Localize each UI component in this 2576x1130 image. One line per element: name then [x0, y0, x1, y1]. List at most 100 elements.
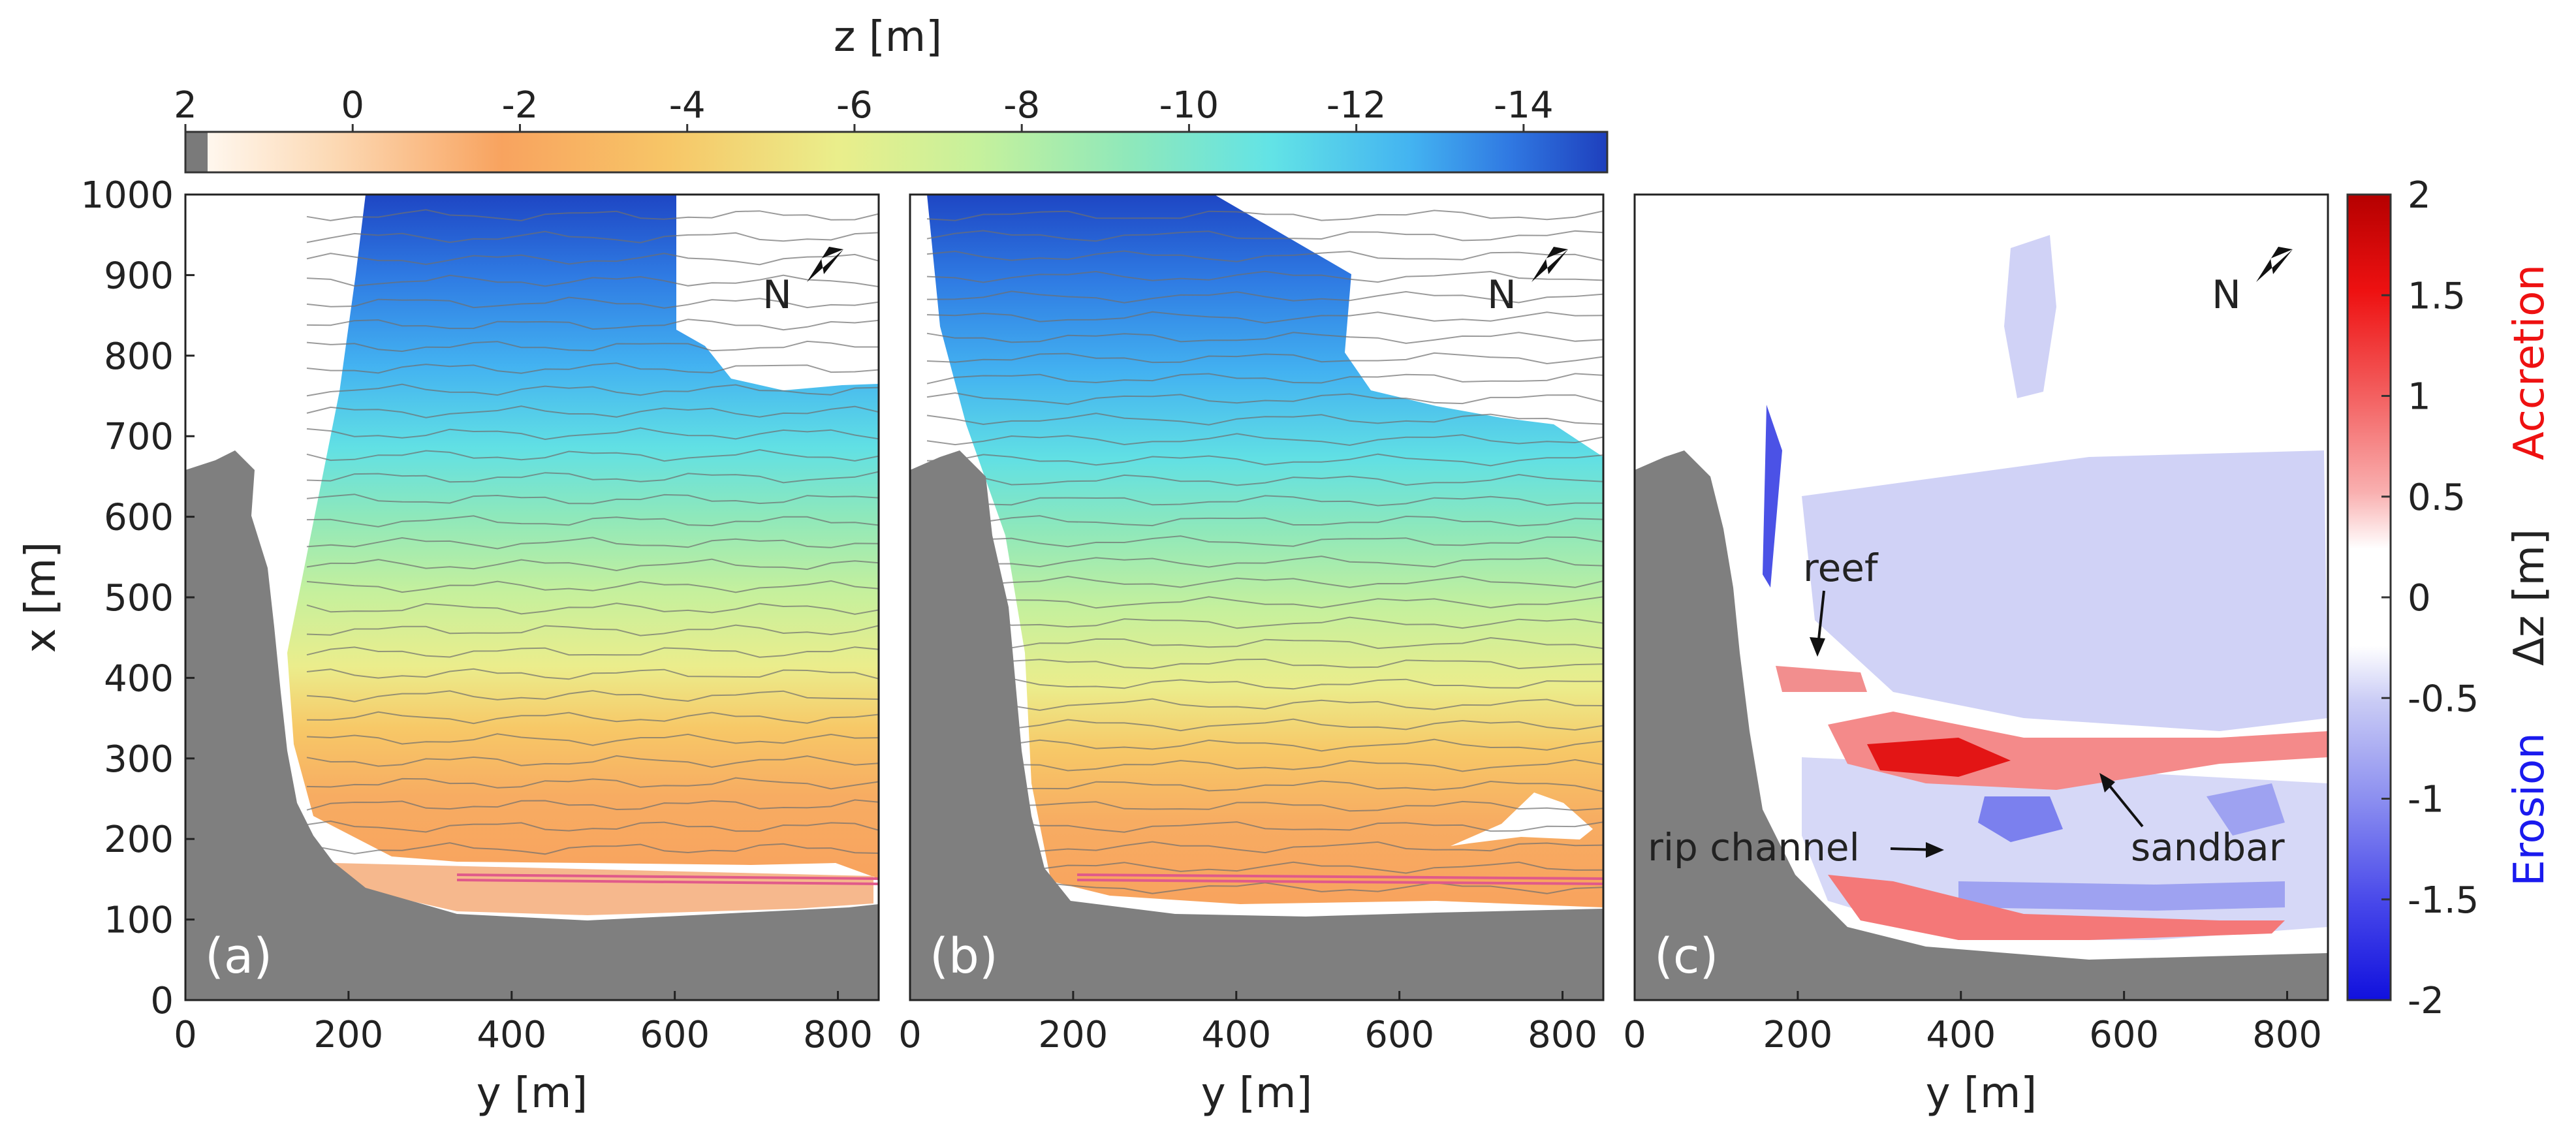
panel-a-north-arrow	[807, 247, 843, 282]
annotation-rip-channel: rip channel	[1648, 825, 1860, 870]
panel-c-north-label: N	[2212, 272, 2241, 318]
contour-line	[926, 453, 1603, 467]
panel-b-no-data-pocket	[1451, 793, 1593, 846]
x-tick-label: 400	[477, 1014, 546, 1056]
panel-c-x-ticks: 0 200 400 600 800	[1623, 991, 2322, 1056]
contour-line	[926, 718, 1603, 732]
contour-line	[926, 759, 1603, 772]
dz-colorbar-erosion-label: Erosion	[2505, 732, 2554, 886]
dz-colorbar-tick-label: -2	[2408, 980, 2444, 1022]
panel-b-frame	[909, 193, 1605, 1001]
shoreline-contour	[1076, 879, 1603, 885]
dz-colorbar-ticks: 2 1.5 1 0.5 0 -0.5 -1 -1.5 -2	[2381, 174, 2479, 1022]
dz-colorbar-tick-label: 0	[2408, 577, 2431, 620]
annotation-reef-arrowhead	[1810, 637, 1825, 657]
panel-b-north-label: N	[1487, 272, 1516, 318]
contour-line	[306, 405, 879, 418]
contour-line	[306, 690, 879, 702]
panel-c-erosion-patch-2	[2207, 783, 2285, 836]
contour-line	[306, 580, 879, 593]
contour-line	[926, 413, 1603, 426]
contour-line	[306, 537, 879, 550]
dz-colorbar-tick-label: 1	[2408, 376, 2431, 418]
contour-line	[926, 332, 1603, 344]
panel-a-contours	[306, 209, 879, 885]
contour-line	[306, 230, 879, 243]
x-tick-label: 200	[1763, 1014, 1832, 1056]
shoreline-contour	[1076, 873, 1603, 880]
y-tick-label: 800	[104, 336, 174, 378]
contour-line	[306, 799, 879, 811]
z-colorbar-tick-label: -14	[1494, 84, 1553, 127]
y-tick-label: 300	[104, 738, 174, 781]
dz-colorbar-tick-label: 1.5	[2408, 275, 2466, 317]
panel-a-x-ticks: 0 200 400 600 800	[174, 991, 873, 1056]
annotation-reef: reef	[1803, 546, 1879, 590]
panel-a-label: (a)	[205, 928, 272, 984]
x-tick-label: 0	[174, 1014, 197, 1056]
y-tick-label: 200	[104, 819, 174, 861]
x-tick-label: 800	[2252, 1014, 2322, 1056]
contour-line	[306, 711, 879, 725]
z-colorbar: z [m] 2 0 -2 -4 -6 -8 -10 -12 -14	[174, 13, 1609, 174]
contour-line	[926, 311, 1603, 324]
panel-a-north-label: N	[762, 272, 792, 318]
panel-a: (a) N 0 100 200 300 400 500 600 700 800 900 1000 0…	[17, 174, 880, 1118]
z-colorbar-tick-label: -6	[836, 84, 873, 127]
contour-line	[926, 738, 1603, 752]
panel-a-ylabel: x [m]	[17, 542, 65, 653]
x-tick-label: 200	[1038, 1014, 1108, 1056]
annotation-sandbar-arrowhead	[2099, 773, 2115, 793]
contour-line	[306, 820, 879, 833]
contour-line	[306, 646, 879, 658]
contour-line	[306, 209, 879, 222]
contour-line	[926, 373, 1603, 385]
annotation-rip-arrowhead	[1926, 842, 1944, 858]
z-colorbar-gradient	[208, 132, 1607, 172]
panel-b-no-data	[1214, 195, 1603, 457]
contour-line	[306, 448, 879, 462]
contour-line	[926, 210, 1603, 221]
contour-line	[926, 535, 1603, 548]
panel-c-mild-erosion-central	[1802, 450, 2328, 731]
annotation-sandbar: sandbar	[2131, 825, 2285, 870]
dz-colorbar-title: Δz [m]	[2505, 529, 2554, 666]
y-tick-label: 900	[104, 255, 174, 297]
y-tick-label: 500	[104, 577, 174, 620]
contour-line	[926, 230, 1603, 242]
contour-line	[926, 270, 1603, 283]
panel-c: (c) N reef rip channel sandbar 0 200 400 60…	[1623, 193, 2329, 1118]
contour-line	[306, 319, 879, 331]
panel-b-x-ticks: 0 200 400 600 800	[898, 991, 1597, 1056]
panel-c-sandbar-core	[1867, 738, 2011, 777]
panel-c-mild-erosion-north	[2004, 235, 2056, 398]
panel-a-land	[185, 450, 879, 1000]
panel-c-north-arrow	[2256, 247, 2293, 282]
x-tick-label: 600	[2089, 1014, 2159, 1056]
z-colorbar-tick-label: -12	[1327, 84, 1386, 127]
panel-c-frame	[1633, 193, 2329, 1001]
panel-c-reef-accretion	[1776, 666, 1867, 692]
z-colorbar-tick-label: 2	[174, 84, 197, 127]
panel-c-reef-erosion	[1763, 405, 1782, 588]
dz-colorbar-tick-label: -1	[2408, 779, 2444, 821]
panel-c-erosion-patch-3	[1958, 881, 2285, 911]
panel-c-label: (c)	[1654, 928, 1718, 984]
x-tick-label: 400	[1201, 1014, 1271, 1056]
contour-line	[306, 668, 879, 680]
contour-line	[926, 392, 1603, 405]
panel-a-y-ticks: 0 100 200 300 400 500 600 700 800 900 1000	[80, 174, 195, 1022]
dz-colorbar-tick-label: 0.5	[2408, 477, 2466, 519]
y-tick-label: 400	[104, 657, 174, 700]
x-tick-label: 600	[1364, 1014, 1434, 1056]
panel-c-land	[1635, 450, 2328, 1000]
panel-b-label: (b)	[930, 928, 998, 984]
contour-line	[926, 555, 1603, 568]
contour-line	[926, 780, 1603, 793]
contour-line	[926, 473, 1603, 486]
contour-line	[306, 362, 879, 374]
contour-line	[926, 821, 1603, 833]
y-tick-label: 700	[104, 416, 174, 458]
dz-colorbar-tick-label: 2	[2408, 174, 2431, 217]
contour-line	[926, 678, 1603, 690]
